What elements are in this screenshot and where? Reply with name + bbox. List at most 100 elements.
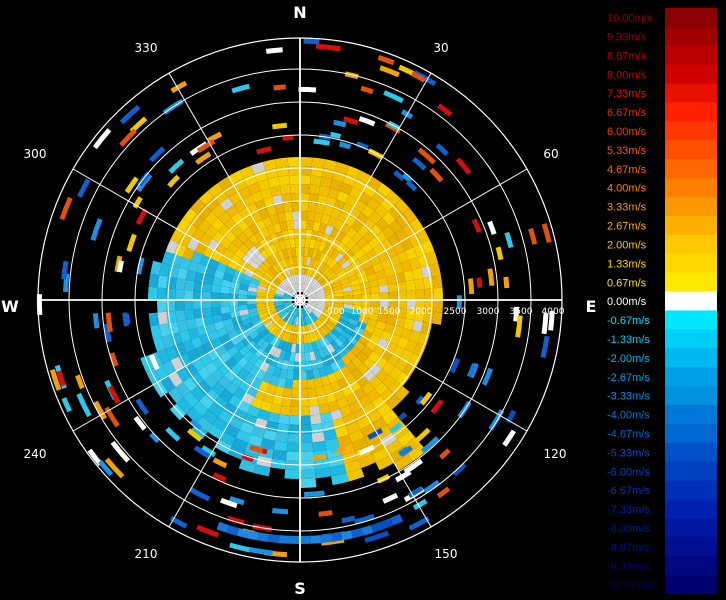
echo-cell bbox=[320, 326, 329, 337]
echo-cell bbox=[224, 324, 236, 334]
echo-cell bbox=[196, 139, 216, 154]
echo-cell bbox=[495, 246, 504, 261]
echo-cell bbox=[291, 274, 296, 285]
echo-cell bbox=[211, 292, 221, 300]
echo-cell bbox=[283, 297, 293, 300]
echo-cell bbox=[387, 233, 401, 247]
echo-cell bbox=[262, 259, 272, 269]
echo-cell bbox=[277, 285, 287, 292]
legend-row: 2.67m/s bbox=[607, 215, 717, 236]
echo-cell bbox=[228, 395, 242, 409]
echo-cell bbox=[351, 527, 364, 539]
echo-cell bbox=[409, 217, 424, 233]
echo-cell bbox=[369, 362, 382, 376]
echo-cell bbox=[185, 318, 197, 331]
echo-cell bbox=[281, 341, 289, 352]
echo-cell bbox=[230, 362, 243, 376]
echo-cell bbox=[348, 429, 365, 443]
echo-cell bbox=[380, 388, 395, 403]
echo-cell bbox=[340, 354, 352, 366]
echo-cell bbox=[423, 479, 441, 494]
echo-cell bbox=[335, 358, 346, 370]
echo-cell bbox=[247, 286, 258, 293]
echo-cell bbox=[386, 394, 402, 410]
echo-cell bbox=[286, 220, 294, 231]
echo-cell bbox=[233, 269, 244, 279]
echo-cell bbox=[353, 264, 365, 274]
echo-cell bbox=[320, 533, 332, 544]
echo-cell bbox=[283, 302, 293, 306]
echo-cell bbox=[287, 157, 300, 167]
echo-cell bbox=[320, 263, 329, 274]
echo-cell bbox=[309, 184, 321, 195]
echo-cell bbox=[388, 291, 398, 300]
echo-cell bbox=[238, 283, 249, 291]
echo-cell bbox=[296, 256, 300, 266]
echo-cell bbox=[341, 311, 352, 319]
legend-label: -1.33m/s bbox=[607, 334, 650, 346]
echo-cell bbox=[207, 131, 223, 143]
echo-cell bbox=[347, 335, 359, 346]
echo-cell bbox=[302, 283, 306, 293]
echo-cell bbox=[135, 398, 150, 416]
echo-cell bbox=[379, 300, 390, 308]
echo-cell bbox=[337, 334, 348, 344]
echo-cell bbox=[281, 396, 292, 407]
echo-cell bbox=[318, 403, 331, 415]
bearing-label-300: 300 bbox=[24, 147, 47, 161]
echo-cell bbox=[311, 157, 325, 169]
echo-cell bbox=[419, 391, 433, 406]
echo-cell bbox=[412, 267, 424, 280]
echo-cell bbox=[400, 349, 414, 363]
echo-cell bbox=[308, 313, 315, 323]
echo-cell bbox=[352, 408, 367, 422]
echo-cell bbox=[166, 300, 176, 312]
echo-cell bbox=[262, 331, 272, 341]
echo-cell bbox=[239, 421, 255, 435]
echo-cell bbox=[253, 464, 271, 477]
echo-cell bbox=[160, 376, 176, 393]
echo-cell bbox=[382, 374, 396, 389]
echo-cell bbox=[322, 266, 332, 276]
echo-cell bbox=[341, 281, 352, 289]
echo-cell bbox=[345, 361, 358, 373]
echo-cell bbox=[305, 315, 311, 325]
echo-cell bbox=[193, 445, 213, 460]
echo-cell bbox=[193, 281, 204, 292]
echo-cell bbox=[129, 116, 148, 134]
echo-cell bbox=[281, 258, 289, 269]
legend-label: 7.33m/s bbox=[607, 88, 647, 100]
echo-cell bbox=[300, 256, 304, 266]
echo-cell bbox=[245, 339, 257, 351]
echo-cell bbox=[376, 182, 392, 198]
echo-cell bbox=[256, 296, 266, 300]
echo-cell bbox=[199, 233, 213, 247]
echo-cell bbox=[247, 530, 260, 541]
radar-ppi-display[interactable]: N S E W 30 60 120 150 210 240 300 330 50… bbox=[0, 0, 600, 600]
echo-cell bbox=[295, 283, 299, 293]
echo-cell bbox=[413, 243, 426, 258]
echo-cell bbox=[249, 330, 260, 340]
legend-row: -2.67m/s bbox=[607, 367, 717, 387]
echo-cell bbox=[295, 343, 300, 353]
echo-cell bbox=[294, 307, 298, 317]
echo-cell bbox=[191, 358, 205, 372]
legend-swatch bbox=[665, 121, 717, 141]
echo-cell bbox=[277, 319, 286, 329]
echo-cell bbox=[233, 387, 247, 401]
echo-cell bbox=[333, 219, 345, 231]
echo-cell bbox=[374, 204, 389, 218]
echo-cell bbox=[224, 357, 238, 370]
echo-cell bbox=[268, 533, 280, 544]
echo-cell bbox=[265, 256, 275, 267]
echo-cell bbox=[283, 351, 291, 362]
echo-cell bbox=[361, 260, 373, 270]
echo-cell bbox=[406, 289, 416, 300]
echo-cell bbox=[320, 375, 331, 386]
legend-swatch bbox=[665, 348, 717, 368]
echo-cell bbox=[257, 409, 270, 421]
echo-cell bbox=[386, 190, 402, 206]
echo-cell bbox=[309, 257, 316, 268]
echo-cell bbox=[408, 516, 430, 531]
echo-cell bbox=[237, 368, 249, 381]
